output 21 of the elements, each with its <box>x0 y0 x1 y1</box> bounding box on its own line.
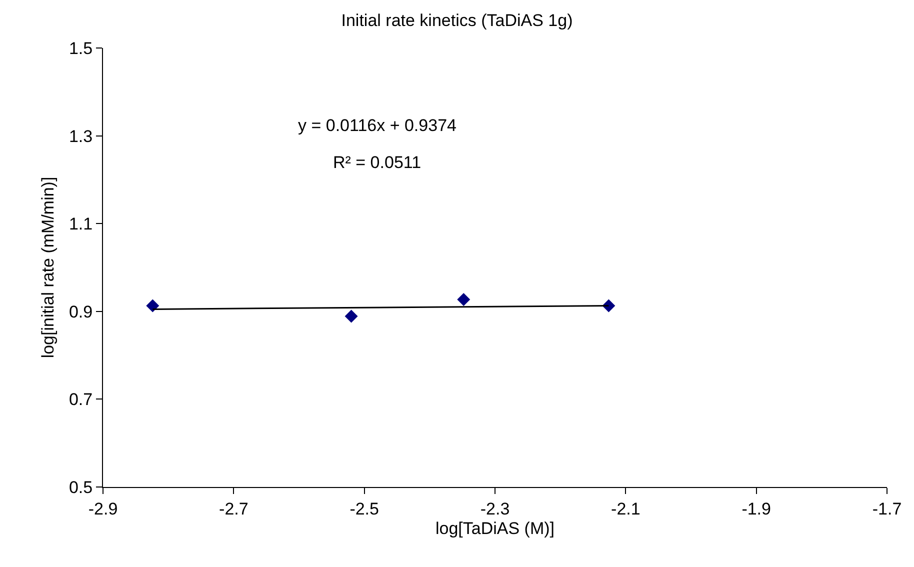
x-tick-label: -2.1 <box>611 499 640 518</box>
x-tick-label: -2.5 <box>350 499 379 518</box>
x-tick-label: -1.9 <box>742 499 771 518</box>
x-axis-title: log[TaDiAS (M)] <box>435 518 555 538</box>
annotation: R² = 0.0511 <box>333 153 422 172</box>
annotation: y = 0.0116x + 0.9374 <box>298 116 456 135</box>
point <box>344 310 358 323</box>
y-tick-label: 0.5 <box>68 478 93 497</box>
x-tick-label: -2.7 <box>219 499 248 518</box>
point <box>146 299 160 312</box>
y-tick-label: 1.3 <box>68 126 93 146</box>
y-tick-label: 0.9 <box>68 302 93 322</box>
x-tick-label: -2.9 <box>88 499 118 518</box>
y-tick-label: 1.5 <box>68 38 93 58</box>
y-tick-label: 1.1 <box>68 214 93 234</box>
x-tick-label: -1.7 <box>872 499 902 518</box>
point <box>457 293 470 306</box>
x-tick-label: -2.3 <box>480 499 510 518</box>
chart-title: Initial rate kinetics (TaDiAS 1g) <box>341 11 573 30</box>
y-axis-title: log[initial rate (mM/min)] <box>38 176 58 358</box>
y-tick-label: 0.7 <box>68 390 93 410</box>
